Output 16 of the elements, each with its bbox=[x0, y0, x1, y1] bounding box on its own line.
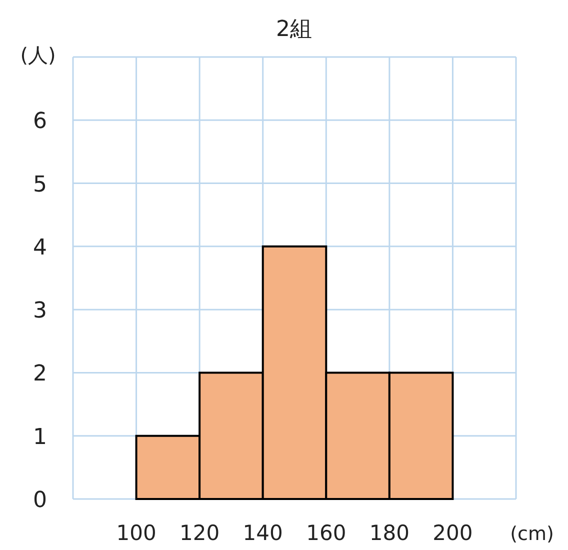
y-tick-label: 1 bbox=[33, 424, 47, 450]
y-tick-label: 3 bbox=[33, 298, 47, 324]
x-axis-title: (cm) bbox=[510, 523, 554, 545]
y-axis-title: (人) bbox=[20, 43, 56, 67]
y-tick-label: 6 bbox=[33, 109, 47, 134]
x-tick-label: 140 bbox=[242, 521, 283, 545]
x-tick-label: 120 bbox=[180, 521, 220, 545]
x-tick-label: 180 bbox=[369, 521, 410, 545]
chart-title: 2組 bbox=[276, 17, 312, 42]
y-tick-label: 4 bbox=[33, 235, 47, 260]
x-tick-label: 160 bbox=[306, 521, 346, 545]
x-tick-label: 100 bbox=[116, 521, 156, 545]
y-tick-label: 2 bbox=[33, 362, 47, 387]
y-tick-label: 0 bbox=[33, 488, 47, 513]
x-tick-label: 200 bbox=[432, 521, 473, 545]
y-tick-label: 5 bbox=[33, 172, 47, 198]
